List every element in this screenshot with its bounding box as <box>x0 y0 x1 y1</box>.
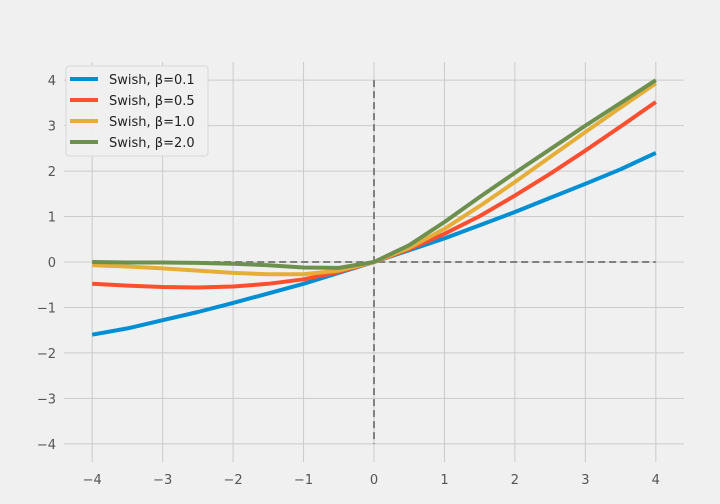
series-lines <box>91 78 657 337</box>
y-tick-label: −4 <box>37 438 56 453</box>
x-axis-tick-labels: −4 −3 −2 −1 0 1 2 3 4 <box>83 473 660 488</box>
legend-label: Swish, β=1.0 <box>109 115 195 130</box>
y-tick-label: −3 <box>37 392 56 407</box>
x-tick-label: 4 <box>652 473 660 488</box>
legend-label: Swish, β=0.5 <box>109 94 195 109</box>
y-axis-tick-labels: −4 −3 −2 −1 0 1 2 3 4 <box>37 74 56 453</box>
x-tick-label: 1 <box>440 473 448 488</box>
legend-label: Swish, β=0.1 <box>109 73 195 88</box>
y-tick-label: 1 <box>48 211 56 226</box>
x-tick-label: −2 <box>224 473 243 488</box>
y-tick-label: −1 <box>37 301 56 316</box>
y-tick-label: 2 <box>48 165 56 180</box>
y-tick-label: 3 <box>48 120 56 135</box>
series-line-4 <box>92 78 657 270</box>
x-tick-label: 3 <box>581 473 589 488</box>
y-tick-label: −2 <box>37 347 56 362</box>
legend: Swish, β=0.1 Swish, β=0.5 Swish, β=1.0 Swis… <box>65 65 209 157</box>
legend-label: Swish, β=2.0 <box>109 136 195 151</box>
x-tick-label: −3 <box>153 473 172 488</box>
x-tick-label: −4 <box>83 473 102 488</box>
x-tick-label: −1 <box>294 473 313 488</box>
y-tick-label: 0 <box>48 256 56 271</box>
legend-box <box>65 65 209 157</box>
y-tick-label: 4 <box>48 74 56 89</box>
x-tick-label: 2 <box>511 473 519 488</box>
x-tick-label: 0 <box>370 473 378 488</box>
